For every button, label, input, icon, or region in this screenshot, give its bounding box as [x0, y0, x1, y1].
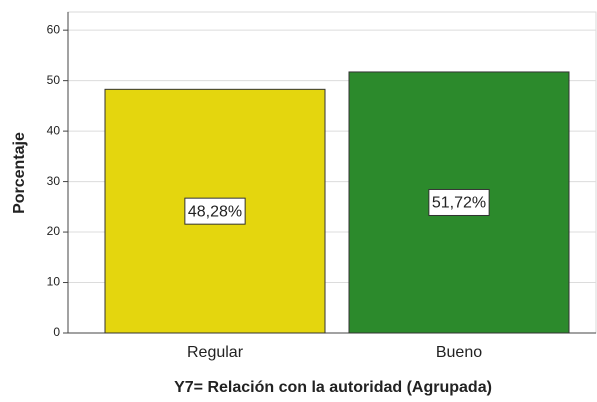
y-tick-label: 30 — [47, 174, 61, 188]
x-axis-label: Y7= Relación con la autoridad (Agrupada) — [174, 379, 492, 396]
value-label-box — [184, 197, 246, 225]
y-tick-label: 60 — [47, 22, 61, 36]
x-tick-label: Bueno — [436, 344, 482, 361]
y-tick-label: 10 — [47, 275, 61, 289]
y-axis-label: Porcentaje — [11, 132, 28, 214]
value-label-box — [428, 188, 490, 216]
y-tick-label: 0 — [53, 325, 60, 339]
y-tick-label: 50 — [47, 73, 61, 87]
y-tick-label: 40 — [47, 123, 61, 137]
y-tick-label: 20 — [47, 224, 61, 238]
value-label: 51,72% — [432, 195, 486, 212]
value-label: 48,28% — [188, 203, 242, 220]
x-tick-label: Regular — [187, 344, 244, 361]
